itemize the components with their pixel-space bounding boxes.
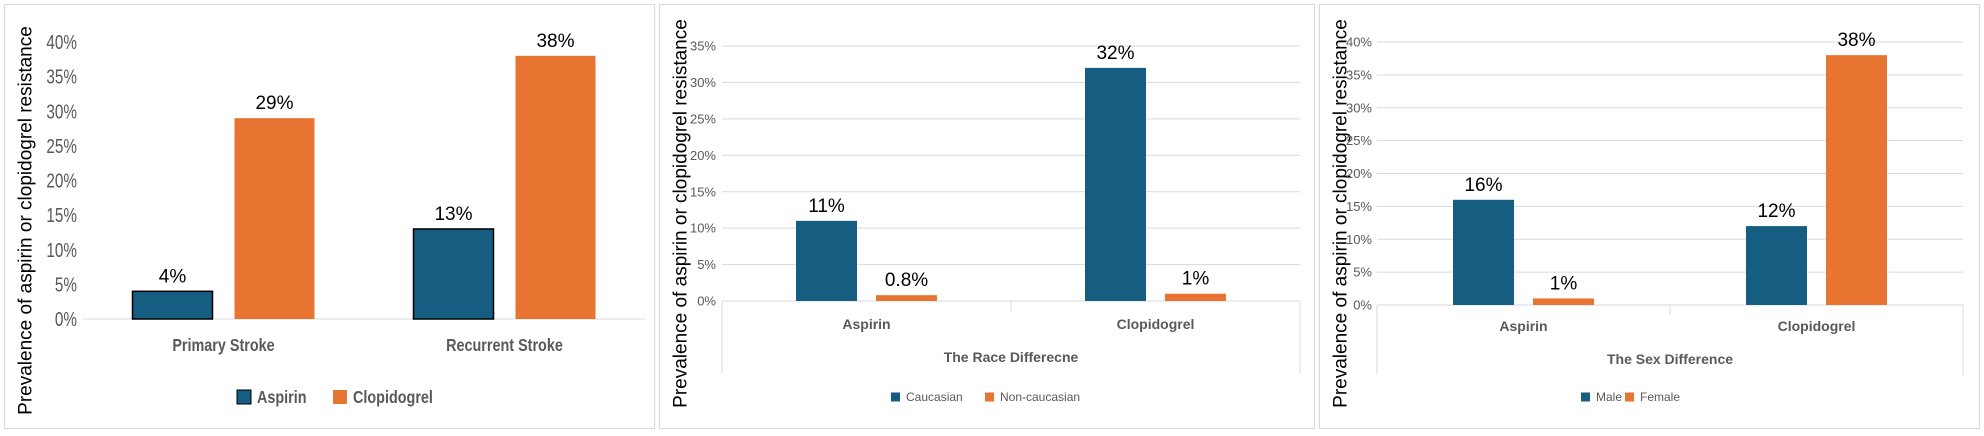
legend-swatch [1581,392,1590,402]
data-label: 38% [1837,30,1875,51]
chart-race-difference: Prevalence of aspirin or clopidogrel res… [671,19,1301,408]
y-tick-label: 40% [46,31,77,54]
chart-panel-sex: Prevalence of aspirin or clopidogrel res… [1319,4,1980,429]
legend-swatch [891,392,900,402]
data-label: 29% [255,93,293,114]
x-axis-title: The Sex Difference [1607,351,1733,367]
y-tick-label: 10% [690,221,716,236]
data-label: 13% [434,204,472,225]
data-label: 32% [1096,43,1134,64]
legend-swatch [985,392,994,402]
bar-female [1826,55,1887,306]
y-tick-label: 40% [1346,35,1372,50]
legend-swatch [236,389,252,405]
bar-male [1453,199,1514,305]
legend-entry: Aspirin [257,388,307,408]
bar-caucasian [796,220,857,301]
y-tick-label: 5% [697,257,716,272]
y-tick-label: 30% [46,100,77,123]
data-label: 1% [1182,269,1210,290]
y-tick-label: 0% [55,308,77,331]
y-tick-label: 15% [46,204,77,227]
x-category-label: Clopidogrel [1778,318,1856,334]
data-label: 16% [1464,175,1502,196]
y-tick-label: 10% [1346,232,1372,247]
y-tick-label: 5% [55,273,77,296]
legend-swatch [333,390,347,404]
bar-aspirin [412,228,495,320]
bar-clopidogrel [234,118,315,319]
data-label: 4% [159,266,187,287]
x-category-label: Aspirin [1499,318,1547,334]
bar-caucasian [1085,67,1146,301]
x-category-label: Clopidogrel [1117,316,1195,332]
bar-male [1746,226,1807,305]
bar-female [1533,298,1594,305]
y-tick-label: 30% [1346,100,1372,115]
y-tick-label: 20% [690,148,716,163]
x-category-label: Aspirin [842,316,890,332]
y-tick-label: 0% [697,294,716,309]
data-label: 11% [808,196,845,217]
y-tick-label: 15% [1346,199,1372,214]
bar-aspirin [131,290,214,320]
legend-entry: Non-caucasian [1000,390,1080,404]
chart-panel-race: Prevalence of aspirin or clopidogrel res… [659,4,1315,429]
legend-swatch [1625,392,1634,402]
data-label: 0.8% [885,270,928,291]
y-tick-label: 35% [690,39,716,54]
y-axis-title: Prevalence of aspirin or clopidogrel res… [16,26,37,415]
y-tick-label: 35% [46,66,77,89]
legend-entry: Caucasian [906,390,963,404]
y-tick-label: 10% [46,239,77,262]
y-axis-title: Prevalence of aspirin or clopidogrel res… [1331,19,1352,408]
y-tick-label: 5% [1353,265,1372,280]
chart-stroke-type: Prevalence of aspirin or clopidogrel res… [16,26,645,415]
x-category-label: Primary Stroke [172,336,274,356]
y-tick-label: 25% [1346,133,1372,148]
y-tick-label: 35% [1346,67,1372,82]
chart-sex-difference: Prevalence of aspirin or clopidogrel res… [1331,19,1964,408]
y-tick-label: 0% [1353,298,1372,313]
bar-non-caucasian [876,295,937,301]
legend-entry: Clopidogrel [353,388,433,408]
data-label: 12% [1757,201,1795,222]
bar-clopidogrel [515,55,596,319]
legend-entry: Male [1596,390,1622,404]
legend-entry: Female [1640,390,1680,404]
bar-non-caucasian [1165,293,1226,301]
y-tick-label: 25% [46,135,77,158]
y-tick-label: 20% [46,170,77,193]
y-tick-label: 20% [1346,166,1372,181]
data-label: 38% [536,31,574,52]
x-category-label: Recurrent Stroke [446,336,563,356]
data-label: 1% [1550,273,1578,294]
y-tick-label: 30% [690,75,716,90]
y-tick-label: 25% [690,111,716,126]
x-axis-title: The Race Differecne [944,349,1079,365]
y-axis-title: Prevalence of aspirin or clopidogrel res… [671,19,692,408]
y-tick-label: 15% [690,184,716,199]
chart-panel-stroke: Prevalence of aspirin or clopidogrel res… [4,4,655,429]
